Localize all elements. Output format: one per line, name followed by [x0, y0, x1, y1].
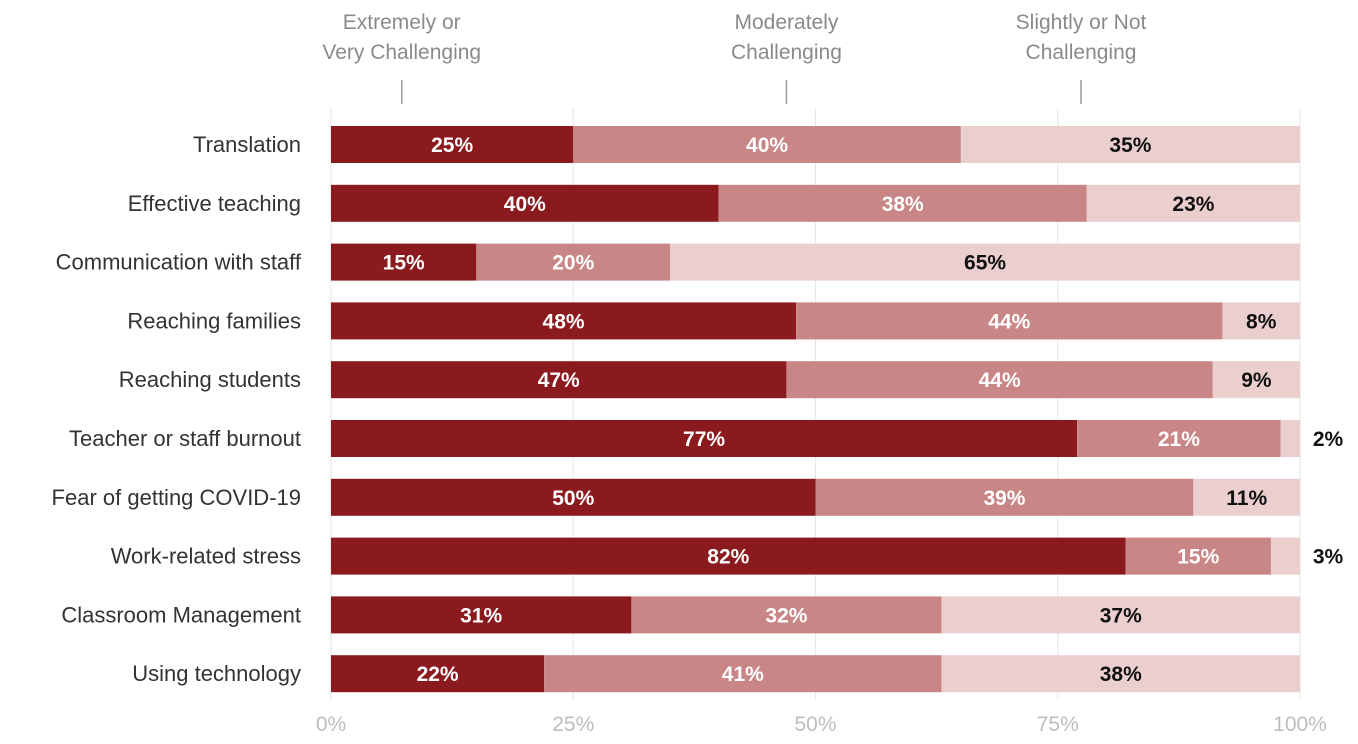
data-label: 25% — [431, 134, 473, 157]
data-label: 20% — [552, 252, 594, 275]
x-tick-label: 25% — [552, 713, 594, 736]
category-label: Using technology — [132, 661, 301, 686]
data-label: 3% — [1313, 546, 1344, 569]
bar-segment — [331, 361, 787, 399]
bar-segment — [1086, 184, 1300, 222]
bar-segment — [331, 243, 477, 281]
bar-segment — [815, 478, 1194, 516]
category-label: Work-related stress — [111, 544, 301, 569]
x-tick-label: 50% — [794, 713, 836, 736]
bar-segment — [331, 420, 1078, 457]
data-label: 44% — [979, 369, 1021, 392]
bar-segment — [331, 302, 797, 340]
x-tick-label: 100% — [1273, 713, 1327, 736]
bar-segment — [331, 537, 1126, 575]
bar-segment — [476, 243, 671, 281]
bar-segment — [1193, 478, 1300, 516]
data-label: 48% — [543, 310, 585, 333]
data-label: 38% — [1100, 663, 1142, 686]
bar-segment — [941, 596, 1300, 634]
bar-segment — [786, 361, 1213, 399]
bar-segment — [544, 655, 942, 693]
x-tick-label: 75% — [1037, 713, 1079, 736]
data-label: 77% — [683, 428, 725, 451]
category-label: Teacher or staff burnout — [69, 426, 301, 451]
bar-segment — [573, 126, 961, 163]
data-label: 40% — [504, 193, 546, 216]
data-label: 11% — [1226, 487, 1267, 510]
data-label: 39% — [983, 487, 1025, 510]
data-label: 8% — [1246, 310, 1277, 333]
data-label: 2% — [1313, 428, 1344, 451]
category-label: Reaching families — [127, 308, 301, 333]
category-label: Fear of getting COVID-19 — [52, 485, 301, 510]
category-label: Classroom Management — [61, 602, 301, 627]
bar-segment — [631, 596, 942, 634]
legend-label: Slightly or Not Challenging — [1016, 11, 1147, 64]
data-label: 38% — [882, 193, 924, 216]
legend-label: Moderately Challenging — [731, 11, 842, 64]
data-label: 37% — [1100, 604, 1142, 627]
bar-segment — [331, 655, 545, 693]
bar-segment — [941, 655, 1300, 693]
category-label: Effective teaching — [128, 191, 301, 216]
bar-segment — [1125, 537, 1271, 575]
bar-segment — [1222, 302, 1300, 340]
data-label: 47% — [538, 369, 580, 392]
data-label: 31% — [460, 604, 502, 627]
category-label: Reaching students — [119, 367, 301, 392]
bar-segment — [718, 184, 1087, 222]
bar-segment — [670, 243, 1300, 281]
category-label: Translation — [193, 132, 301, 157]
data-label: 22% — [417, 663, 459, 686]
data-label: 82% — [707, 546, 749, 569]
x-tick-label: 0% — [316, 713, 346, 736]
data-label: 15% — [383, 252, 425, 275]
bar-segment — [1212, 361, 1300, 399]
category-label: Communication with staff — [56, 250, 302, 275]
bar-segment — [331, 126, 574, 163]
data-label: 9% — [1241, 369, 1272, 392]
data-label: 35% — [1109, 134, 1151, 157]
bar-segment — [1270, 537, 1300, 575]
data-label: 44% — [988, 310, 1030, 333]
bar-segment — [1077, 420, 1281, 457]
bar-segment — [1280, 420, 1300, 457]
bar-segment — [796, 302, 1223, 340]
bar-segment — [960, 126, 1300, 163]
data-label: 50% — [552, 487, 594, 510]
data-label: 23% — [1172, 193, 1214, 216]
data-label: 15% — [1177, 546, 1219, 569]
bar-segment — [331, 596, 632, 634]
data-label: 65% — [964, 252, 1006, 275]
data-label: 41% — [722, 663, 764, 686]
data-label: 21% — [1158, 428, 1200, 451]
bar-segment — [331, 478, 816, 516]
bar-segment — [331, 184, 719, 222]
data-label: 40% — [746, 134, 788, 157]
legend-label: Extremely or Very Challenging — [322, 11, 481, 64]
data-label: 32% — [765, 604, 807, 627]
